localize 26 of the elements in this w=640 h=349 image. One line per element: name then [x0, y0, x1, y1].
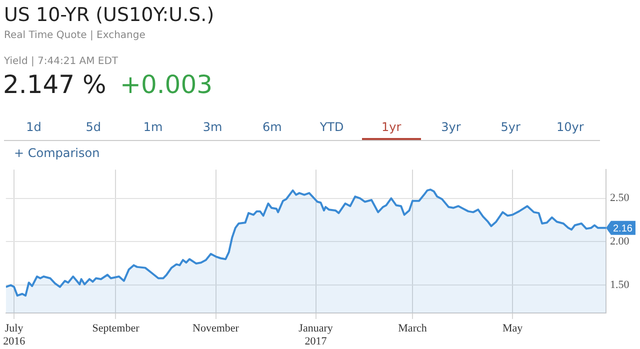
- text: 2.147 %: [3, 70, 106, 99]
- text: 6m: [262, 119, 283, 136]
- chart-subtitle: Real Time Quote | Exchange: [4, 30, 146, 41]
- text: 1d: [25, 119, 42, 136]
- text: 3m: [202, 119, 224, 136]
- x-tick-label: July 2016: [3, 322, 26, 348]
- y-tick-label: 1.50: [610, 279, 630, 292]
- x-tick-label: March: [398, 322, 428, 334]
- chart-title: US 10-YR (US10Y:U.S.): [4, 4, 214, 26]
- x-tick-label: May: [502, 322, 524, 334]
- text: + Comparison: [14, 146, 100, 160]
- y-tick-label: 2.50: [610, 192, 630, 204]
- x-tick-label: November: [192, 322, 240, 334]
- text: YTD: [318, 119, 345, 136]
- y-tick-label: 2.00: [610, 236, 630, 248]
- text: 10yr: [555, 119, 585, 136]
- text: 3yr: [440, 119, 462, 136]
- text: 1yr: [362, 118, 422, 140]
- text: Yield | 7:44:21 AM EDT: [4, 56, 118, 67]
- text: 5yr: [500, 119, 522, 136]
- text: +0.003: [120, 70, 213, 99]
- x-tick-label: January 2017: [298, 322, 334, 348]
- x-tick-label: September: [92, 322, 140, 334]
- text: 1m: [142, 119, 164, 136]
- annotation: 2.16: [613, 224, 633, 235]
- text: 5d: [84, 119, 102, 136]
